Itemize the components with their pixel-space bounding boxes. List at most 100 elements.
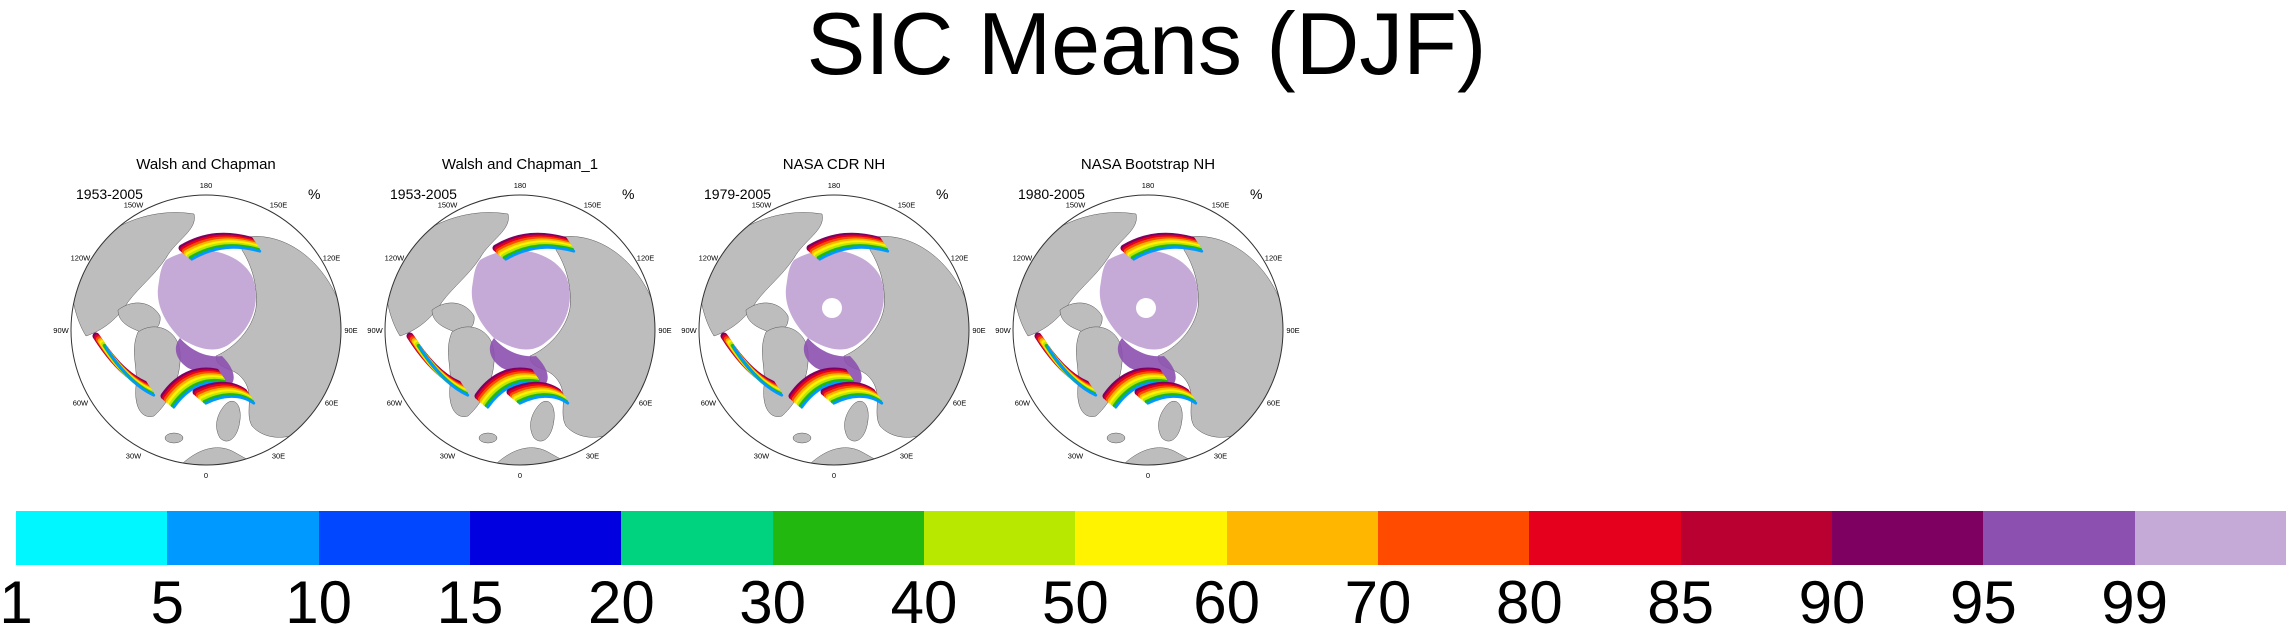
colorbar-tick-label: 60: [1193, 569, 1261, 636]
longitude-label: 90E: [1286, 326, 1299, 335]
longitude-label: 30W: [754, 452, 770, 461]
longitude-label: 0: [1146, 471, 1150, 480]
colorbar-tick-label: 99: [2101, 569, 2169, 636]
panel-title: Walsh and Chapman_1: [441, 156, 599, 173]
longitude-label: 0: [518, 471, 522, 480]
colorbar-tick-label: 40: [890, 569, 958, 636]
longitude-label: 150W: [124, 200, 145, 209]
longitude-label: 90E: [658, 326, 671, 335]
figure-title: SIC Means (DJF): [806, 0, 1487, 93]
longitude-label: 30E: [272, 452, 285, 461]
iceland-land: [792, 432, 812, 444]
longitude-label: 0: [832, 471, 836, 480]
colorbar-tick-label: 85: [1647, 569, 1715, 636]
colorbar-swatch: [1075, 511, 1227, 565]
longitude-label: 60E: [1267, 399, 1280, 408]
map-boundary: [384, 194, 656, 466]
longitude-label: 30E: [586, 452, 599, 461]
baffin-ice-edge: [418, 345, 470, 397]
colorbar-swatch: [923, 511, 1076, 565]
colorbar-swatch: [469, 511, 622, 565]
colorbar-tick-label: 20: [587, 569, 655, 636]
colorbar-tick-label: 90: [1798, 569, 1866, 636]
colorbar-tick-label: 10: [285, 569, 353, 636]
longitude-label: 120E: [323, 254, 341, 263]
longitude-label: 60W: [73, 399, 89, 408]
colorbar-tick-label: 70: [1344, 569, 1412, 636]
panel-unit: %: [622, 186, 635, 202]
panel-period: 1979-2005: [704, 186, 771, 202]
map-content: [1013, 195, 1283, 465]
colorbar-tick-label: 1: [0, 569, 33, 636]
map-content: [385, 195, 655, 465]
longitude-label: 120E: [951, 254, 969, 263]
longitude-label: 180: [828, 181, 841, 190]
colorbar-swatch: [167, 511, 319, 565]
panel-title: NASA CDR NH: [782, 156, 886, 173]
greenland-sea-ice-edge: [798, 379, 855, 408]
longitude-label: 30W: [1068, 452, 1084, 461]
colorbar-swatch: [1831, 511, 1984, 565]
colorbar-swatch: [1983, 511, 2135, 565]
colorbar-tick-label: 15: [436, 569, 504, 636]
panel-period: 1953-2005: [76, 186, 143, 202]
sea-ice-core: [157, 250, 256, 350]
longitude-label: 150W: [1066, 200, 1087, 209]
sea-ice-core: [471, 250, 570, 350]
longitude-label: 60W: [701, 399, 717, 408]
scandinavia-land: [530, 401, 555, 442]
greenland-sea-ice-edge: [1112, 379, 1169, 408]
colorbar-swatch: [1377, 511, 1530, 565]
barents-ice-edge: [518, 395, 570, 405]
longitude-label: 150E: [584, 200, 602, 209]
iceland-land: [164, 432, 184, 444]
panel-period: 1980-2005: [1018, 186, 1085, 202]
longitude-label: 30E: [1214, 452, 1227, 461]
map-panel-nasa-bootstrap: NASA Bootstrap NH 1980-2005 % 180 150E 120…: [995, 152, 1308, 480]
greenland-sea-ice-edge: [484, 379, 541, 408]
pacific-ice-edge: [1132, 246, 1204, 261]
longitude-label: 120W: [385, 254, 406, 263]
baffin-ice-edge: [104, 345, 156, 397]
longitude-label: 180: [200, 181, 213, 190]
map-panel-walsh-chapman: Walsh and Chapman 1953-2005 % 180 150E 120…: [53, 152, 366, 480]
colorbar-tick-label: 50: [1041, 569, 1109, 636]
polar-map: 180 150E 120E 90E 60E 30E 0 30W 60W 90W 120W 150W: [53, 181, 357, 480]
map-content: [71, 195, 341, 465]
colorbar-swatch: [16, 511, 168, 565]
longitude-label: 180: [1142, 181, 1155, 190]
longitude-label: 180: [514, 181, 527, 190]
longitude-label: 150E: [270, 200, 288, 209]
longitude-label: 120W: [71, 254, 92, 263]
longitude-label: 60E: [953, 399, 966, 408]
longitude-label: 30W: [126, 452, 142, 461]
scandinavia-land: [216, 401, 241, 442]
panel-unit: %: [308, 186, 321, 202]
longitude-label: 150W: [438, 200, 459, 209]
colorbar-swatch: [1226, 511, 1378, 565]
map-boundary: [70, 194, 342, 466]
longitude-label: 90E: [972, 326, 985, 335]
pole-hole: [1136, 298, 1156, 318]
longitude-label: 120W: [699, 254, 720, 263]
polar-map: 180 150E 120E 90E 60E 30E 0 30W 60W 90W 120W 150W: [367, 181, 671, 480]
longitude-label: 30E: [900, 452, 913, 461]
map-boundary: [1012, 194, 1284, 466]
longitude-label: 90W: [367, 326, 383, 335]
panel-title: Walsh and Chapman: [136, 156, 276, 173]
longitude-label: 60E: [325, 399, 338, 408]
polar-map: 180 150E 120E 90E 60E 30E 0 30W 60W 90W 120W 150W: [995, 181, 1299, 480]
longitude-label: 60E: [639, 399, 652, 408]
longitude-label: 60W: [387, 399, 403, 408]
colorbar-swatch: [1529, 511, 1681, 565]
pacific-ice-edge: [504, 246, 576, 261]
panel-title: NASA Bootstrap NH: [1080, 156, 1216, 173]
longitude-label: 90W: [53, 326, 69, 335]
colorbar-swatch: [772, 511, 924, 565]
colorbar-swatch: [2134, 511, 2286, 565]
colorbar-swatch: [318, 511, 470, 565]
panel-unit: %: [1250, 186, 1263, 202]
longitude-label: 0: [204, 471, 208, 480]
greenland-sea-ice-edge: [170, 379, 227, 408]
scandinavia-land: [844, 401, 869, 442]
